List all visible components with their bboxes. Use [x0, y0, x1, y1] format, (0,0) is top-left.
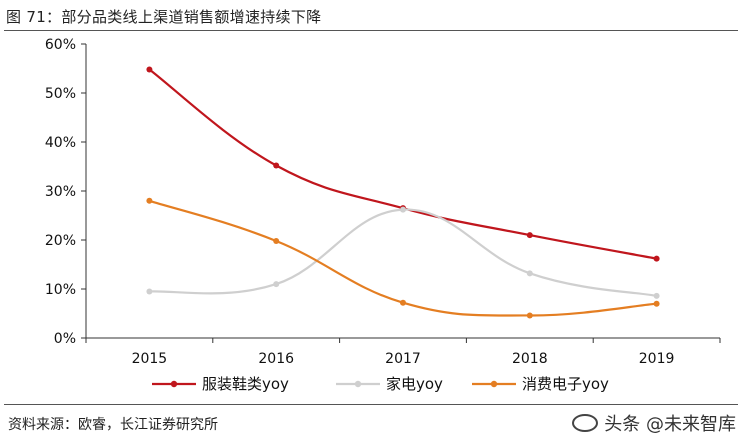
- y-tick-label: 60%: [45, 37, 76, 53]
- x-tick-label: 2017: [385, 351, 421, 367]
- series-1-point-2019: [653, 292, 660, 299]
- figure-title: 图 71：部分品类线上渠道销售额增速持续下降: [6, 8, 322, 26]
- watermark-text: 头条 @未来智库: [604, 414, 736, 435]
- watermark-logo-icon: [572, 414, 599, 432]
- y-tick-label: 10%: [45, 282, 76, 298]
- x-tick-label: 2019: [639, 351, 675, 367]
- legend-marker-0: [170, 380, 178, 388]
- series-1-point-2015: [146, 288, 153, 295]
- series-0-point-2016: [273, 162, 280, 169]
- y-tick-label: 50%: [45, 86, 76, 102]
- series-2-point-2016: [273, 237, 280, 244]
- source-note: 资料来源：欧睿，长江证券研究所: [8, 417, 218, 433]
- series-line-2: [149, 199, 657, 317]
- legend-label-2: 消费电子yoy: [522, 375, 609, 393]
- series-2-point-2018: [526, 312, 533, 319]
- y-tick-label: 30%: [45, 184, 76, 200]
- y-tick-label: 20%: [45, 233, 76, 249]
- chart-legend: 服装鞋类yoy 家电yoy 消费电子yoy: [152, 375, 609, 393]
- top-rule: [4, 30, 738, 31]
- series-0-point-2015: [146, 66, 153, 73]
- series-1-point-2017: [400, 206, 406, 213]
- watermark: 头条 @未来智库: [572, 410, 736, 436]
- series-0-point-2019: [653, 255, 660, 262]
- series-1-point-2018: [526, 270, 533, 277]
- series-2-point-2019: [653, 300, 660, 307]
- series-0-point-2018: [526, 232, 533, 239]
- bottom-rule: [4, 404, 738, 405]
- series-1-point-2016: [273, 281, 280, 288]
- legend-marker-1: [354, 380, 362, 388]
- chart-axes: 0% 10% 20% 30% 40% 50% 60% 2015 2016 2017 2018 2019: [45, 37, 721, 367]
- line-chart: 0% 10% 20% 30% 40% 50% 60% 2015 2016 2017 2018 2019…: [45, 37, 721, 393]
- series-2-point-2015: [146, 197, 153, 204]
- chart-series-lines: [148, 68, 657, 317]
- legend-marker-2: [490, 380, 498, 388]
- x-tick-label: 2015: [132, 351, 168, 367]
- x-tick-label: 2016: [258, 351, 294, 367]
- y-tick-label: 40%: [45, 135, 76, 151]
- series-line-0: [148, 68, 657, 260]
- x-tick-label: 2018: [512, 351, 548, 367]
- legend-label-1: 家电yoy: [386, 375, 443, 393]
- series-2-point-2017: [400, 299, 406, 306]
- legend-label-0: 服装鞋类yoy: [202, 375, 289, 393]
- y-tick-label: 0%: [54, 331, 76, 347]
- chart-series-markers: [146, 66, 660, 319]
